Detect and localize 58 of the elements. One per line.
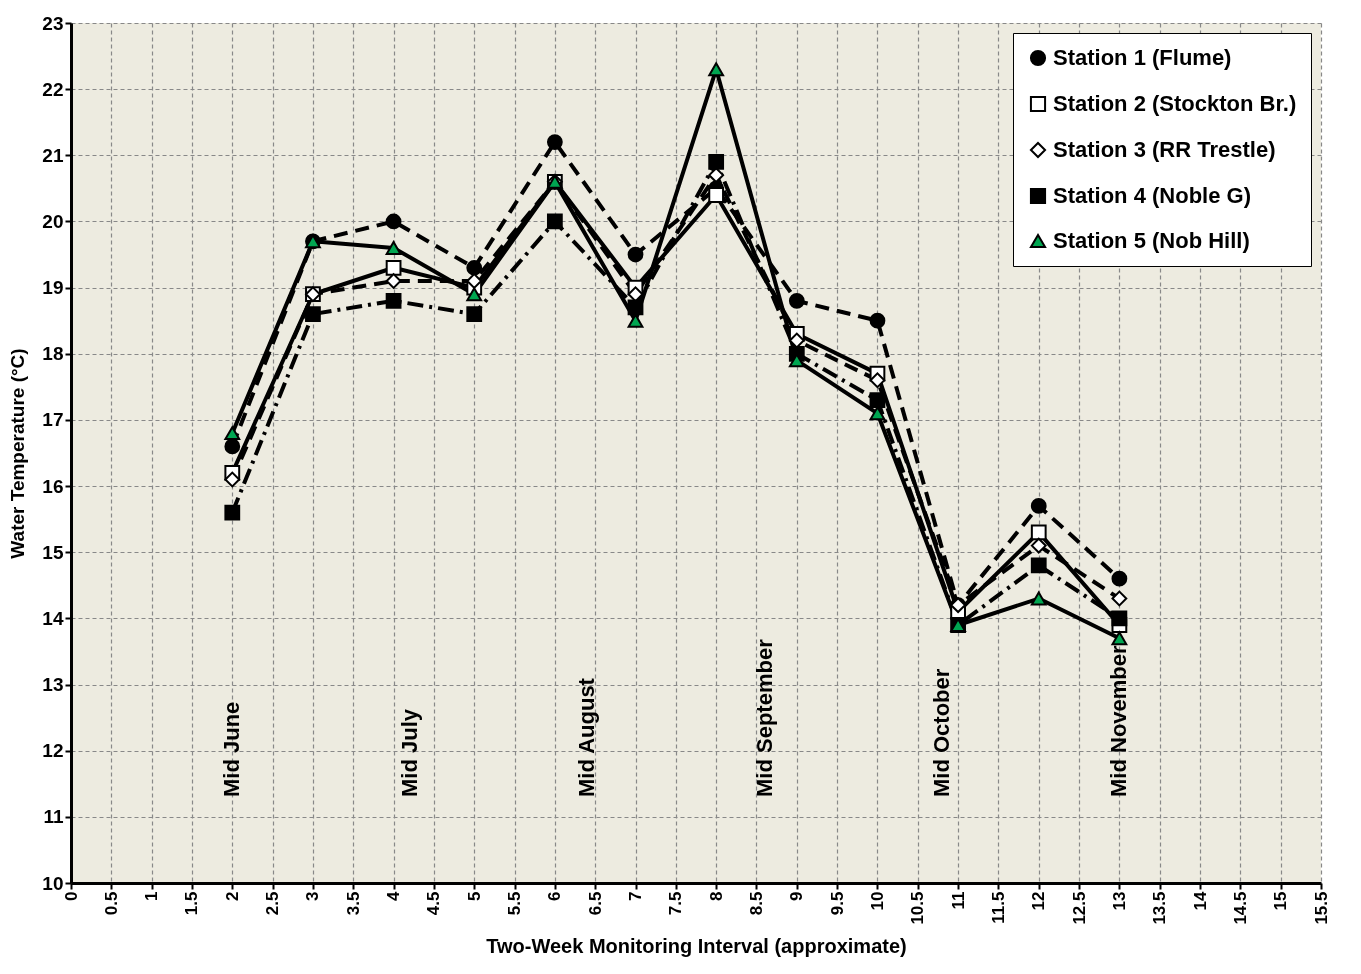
x-tick-label: 6	[545, 891, 565, 901]
legend-label: Station 3 (RR Trestle)	[1053, 137, 1276, 162]
x-tick-label: 0	[61, 891, 81, 901]
x-tick-label: 7.5	[666, 891, 686, 916]
x-tick-label: 11	[948, 891, 968, 910]
x-tick-label: 12.5	[1069, 891, 1089, 925]
x-tick-label: 4.5	[424, 891, 444, 916]
x-tick-label: 8	[706, 891, 726, 901]
x-tick-label: 5.5	[505, 891, 525, 916]
x-tick-label: 0.5	[101, 891, 121, 916]
legend-label: Station 1 (Flume)	[1053, 45, 1232, 70]
y-tick-label: 23	[42, 12, 64, 34]
annotation: Mid June	[219, 701, 245, 797]
x-tick-label: 8.5	[746, 891, 766, 916]
y-tick-label: 11	[43, 806, 64, 828]
legend-label: Station 2 (Stockton Br.)	[1053, 91, 1297, 116]
x-axis-title: Two-Week Monitoring Interval (approximate)	[486, 934, 907, 957]
x-tick-label: 11.5	[988, 891, 1008, 924]
x-tick-label: 7	[626, 891, 646, 901]
annotation: Mid October	[928, 668, 954, 797]
x-tick-label: 10.5	[908, 891, 928, 925]
x-tick-label: 3.5	[343, 891, 363, 916]
annotation: Mid November	[1106, 644, 1132, 797]
legend-label: Station 5 (Nob Hill)	[1053, 228, 1250, 253]
x-tick-label: 2	[222, 891, 242, 901]
y-tick-label: 19	[42, 277, 64, 299]
x-tick-label: 14	[1190, 890, 1210, 911]
x-tick-label: 1	[142, 891, 162, 901]
x-tick-label: 9.5	[827, 891, 847, 916]
y-tick-label: 18	[42, 343, 64, 365]
y-tick-label: 12	[42, 740, 64, 762]
x-tick-label: 4	[384, 890, 404, 901]
x-tick-label: 1.5	[182, 891, 202, 916]
y-tick-label: 15	[42, 541, 64, 563]
x-tick-label: 12	[1029, 891, 1049, 911]
y-tick-label: 20	[42, 210, 64, 232]
x-tick-label: 6.5	[585, 891, 605, 916]
annotation: Mid September	[751, 638, 777, 797]
x-tick-label: 15.5	[1311, 891, 1331, 925]
x-tick-label: 5	[464, 891, 484, 901]
y-tick-label: 21	[42, 144, 64, 166]
y-tick-label: 17	[42, 409, 64, 431]
x-tick-label: 3	[303, 891, 323, 901]
annotation: Mid July	[396, 708, 422, 797]
x-tick-label: 13.5	[1150, 891, 1170, 925]
y-tick-label: 22	[42, 78, 64, 100]
x-tick-label: 9	[787, 891, 807, 901]
y-tick-label: 16	[42, 475, 64, 497]
legend-label: Station 4 (Noble G)	[1053, 183, 1251, 208]
x-tick-label: 2.5	[263, 891, 283, 916]
y-axis-title: Water Temperature (°C)	[7, 348, 29, 559]
y-tick-label: 14	[42, 607, 64, 629]
x-tick-label: 13	[1109, 891, 1129, 911]
annotation: Mid August	[574, 677, 600, 797]
x-tick-label: 14.5	[1230, 891, 1250, 925]
x-tick-label: 10	[867, 891, 887, 911]
y-tick-label: 13	[42, 674, 64, 696]
x-tick-label: 15	[1271, 891, 1291, 911]
